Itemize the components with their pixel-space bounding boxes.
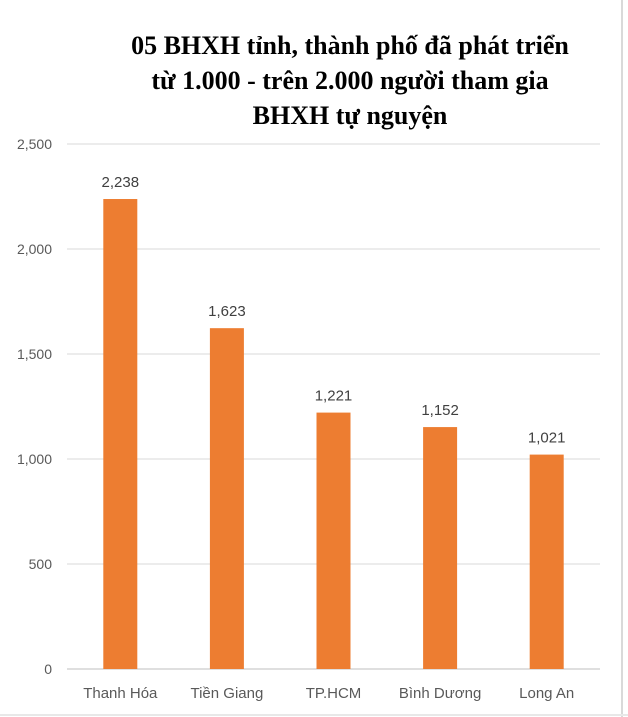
data-label: 1,623 [208,303,246,320]
x-tick-label: Bình Dương [399,685,481,702]
x-tick-label: Long An [519,685,574,702]
bar [529,454,564,669]
x-tick-label: Thanh Hóa [83,685,158,702]
y-tick-label: 0 [44,661,52,677]
data-label: 2,238 [102,174,140,191]
x-tick-label: TP.HCM [306,685,362,702]
bar [103,199,138,669]
title-line-2: từ 1.000 - trên 2.000 người tham gia [151,66,549,95]
bar [209,328,244,669]
data-label: 1,221 [315,388,353,405]
bar [423,427,458,669]
y-tick-label: 500 [29,556,53,572]
title-line-1: 05 BHXH tỉnh, thành phố đã phát triển [131,31,569,60]
y-tick-label: 1,500 [17,346,52,362]
data-label: 1,021 [528,430,566,447]
frame-border-bottom [0,714,628,716]
y-tick-label: 2,500 [17,136,52,152]
y-tick-label: 1,000 [17,451,52,467]
x-tick-label: Tiền Giang [190,685,263,702]
frame-border [621,0,623,717]
bar [316,412,351,669]
data-label: 1,152 [421,402,459,419]
chart-title: 05 BHXH tỉnh, thành phố đã phát triển từ… [90,28,610,133]
title-line-3: BHXH tự nguyện [252,101,448,130]
y-tick-label: 2,000 [17,241,52,257]
